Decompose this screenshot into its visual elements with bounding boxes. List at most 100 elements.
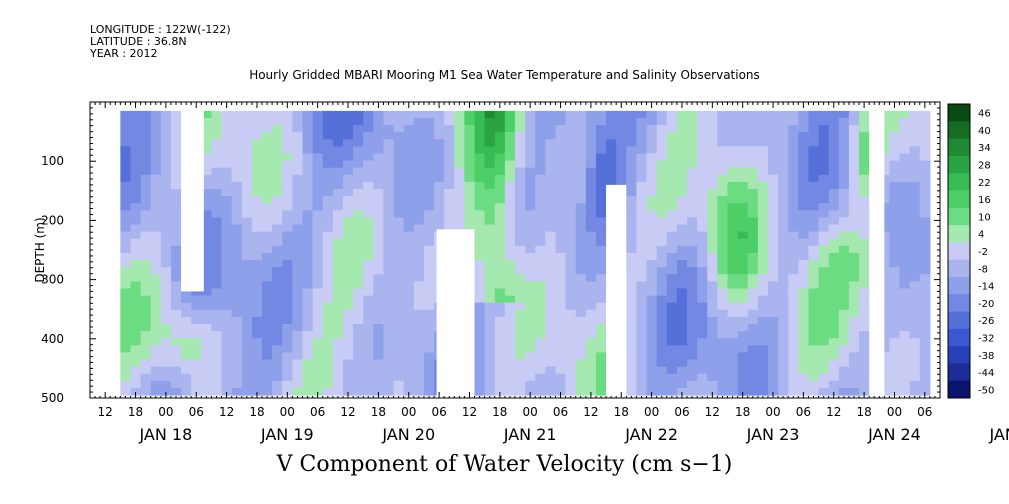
heatmap-cell	[919, 260, 931, 268]
heatmap-cell	[363, 153, 374, 162]
heatmap-cell	[383, 110, 395, 119]
heatmap-cell	[140, 373, 152, 382]
heatmap-cell	[757, 231, 769, 240]
x-date-label: JAN 22	[624, 425, 678, 444]
heatmap-cell	[302, 345, 314, 354]
heatmap-cell	[231, 139, 243, 147]
heatmap-cell	[434, 146, 445, 155]
heatmap-cell	[859, 338, 870, 346]
heatmap-cell	[373, 316, 385, 325]
heatmap-cell	[525, 274, 536, 282]
heatmap-cell	[707, 274, 718, 282]
heatmap-cell	[413, 203, 425, 211]
heatmap-cell	[423, 267, 435, 275]
heatmap-cell	[707, 139, 718, 147]
heatmap-cell	[707, 146, 718, 155]
heatmap-cell	[889, 210, 901, 219]
heatmap-cell	[595, 366, 607, 375]
heatmap-cell	[808, 274, 820, 282]
heatmap-cell	[788, 260, 799, 268]
heatmap-cell	[899, 260, 911, 268]
heatmap-cell	[899, 125, 911, 133]
heatmap-cell	[231, 387, 243, 396]
heatmap-cell	[575, 217, 587, 226]
heatmap-cell	[515, 338, 526, 346]
heatmap-cell	[545, 231, 557, 240]
heatmap-cell	[595, 288, 607, 297]
heatmap-cell	[221, 324, 233, 332]
heatmap-cell	[241, 366, 253, 375]
heatmap-cell	[798, 267, 810, 275]
colorbar-frame	[947, 103, 971, 399]
heatmap-cell	[727, 387, 739, 396]
heatmap-cell	[778, 167, 789, 176]
heatmap-cell	[707, 181, 718, 190]
heatmap-cell	[150, 316, 162, 325]
heatmap-cell	[150, 203, 162, 211]
heatmap-cell	[423, 274, 435, 282]
heatmap-cell	[757, 380, 769, 389]
heatmap-cell	[474, 331, 486, 339]
heatmap-cell	[838, 331, 850, 339]
heatmap-cell	[262, 224, 273, 233]
heatmap-cell	[150, 167, 162, 176]
heatmap-cell	[676, 174, 688, 183]
heatmap-cell	[221, 203, 233, 211]
heatmap-cell	[808, 231, 820, 240]
heatmap-cell	[130, 167, 142, 176]
heatmap-cell	[646, 146, 658, 155]
heatmap-cell	[717, 231, 729, 240]
heatmap-cell	[413, 352, 425, 361]
heatmap-cell	[160, 217, 172, 226]
heatmap-cell	[737, 302, 749, 311]
heatmap-cell	[757, 338, 769, 346]
heatmap-cell	[595, 274, 607, 282]
heatmap-cell	[383, 316, 395, 325]
heatmap-cell	[120, 302, 132, 311]
heatmap-cell	[383, 231, 395, 240]
heatmap-cell	[747, 189, 759, 197]
heatmap-cell	[646, 387, 658, 396]
heatmap-cell	[241, 373, 253, 382]
heatmap-cell	[454, 110, 466, 119]
heatmap-cell	[585, 139, 597, 147]
heatmap-cell	[332, 359, 344, 368]
heatmap-cell	[292, 189, 304, 197]
heatmap-cell	[342, 352, 354, 361]
heatmap-cell	[434, 125, 445, 133]
heatmap-cell	[221, 125, 233, 133]
heatmap-cell	[353, 380, 364, 389]
heatmap-cell	[676, 117, 688, 126]
heatmap-cell	[545, 139, 557, 147]
heatmap-cell	[565, 373, 577, 382]
x-date-label: JAN 21	[503, 425, 557, 444]
heatmap-cell	[332, 146, 344, 155]
heatmap-cell	[788, 245, 799, 254]
heatmap-cell	[818, 359, 830, 368]
heatmap-cell	[302, 153, 314, 162]
heatmap-cell	[474, 245, 486, 254]
heatmap-cell	[494, 238, 506, 247]
heatmap-cell	[515, 295, 526, 304]
heatmap-cell	[322, 260, 334, 268]
heatmap-cell	[879, 196, 891, 204]
heatmap-cell	[393, 245, 405, 254]
heatmap-cell	[818, 189, 830, 197]
heatmap-cell	[403, 181, 415, 190]
heatmap-cell	[403, 117, 415, 126]
heatmap-cell	[373, 380, 385, 389]
heatmap-cell	[585, 245, 597, 254]
heatmap-cell	[889, 316, 901, 325]
heatmap-cell	[150, 345, 162, 354]
heatmap-cell	[687, 181, 698, 190]
heatmap-cell	[555, 387, 567, 396]
heatmap-cell	[241, 238, 253, 247]
heatmap-cell	[413, 331, 425, 339]
heatmap-cell	[525, 288, 536, 297]
heatmap-cell	[767, 260, 779, 268]
heatmap-cell	[808, 167, 820, 176]
heatmap-cell	[363, 238, 374, 247]
heatmap-cell	[515, 231, 526, 240]
heatmap-cell	[545, 373, 557, 382]
heatmap-cell	[504, 260, 516, 268]
